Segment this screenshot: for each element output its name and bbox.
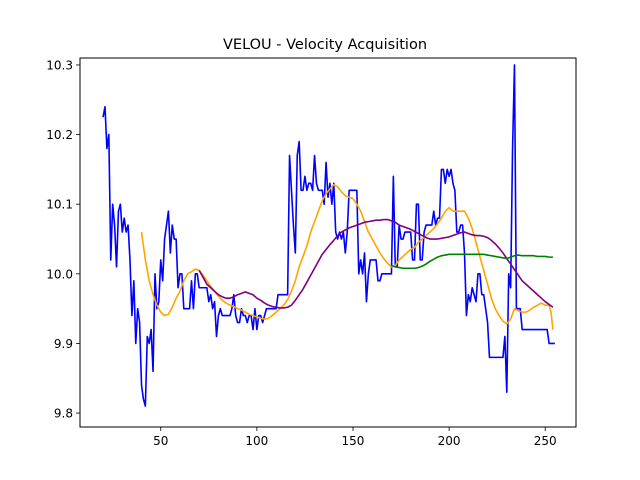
series-line-4 [391, 253, 553, 270]
y-tick-label: 9.9 [54, 337, 73, 351]
y-axis: 9.8 9.9 10.0 10.1 10.2 10.3 [46, 58, 80, 421]
y-tick-label: 10.1 [46, 198, 73, 212]
x-tick-label: 100 [245, 434, 268, 448]
x-tick-label: 50 [153, 434, 168, 448]
y-tick-label: 10.0 [46, 267, 73, 281]
plot-frame [79, 57, 577, 428]
y-tick-label: 9.8 [54, 407, 73, 421]
series-line-2 [140, 183, 554, 330]
y-tick-label: 10.2 [46, 128, 73, 142]
x-tick-label: 200 [438, 434, 461, 448]
series-line-3 [198, 218, 554, 309]
y-tick-label: 10.3 [46, 58, 73, 72]
x-axis: 50 100 150 200 250 [153, 427, 557, 448]
series-layer [102, 64, 555, 407]
chart-title: VELOU - Velocity Acquisition [223, 37, 427, 53]
x-tick-label: 250 [534, 434, 557, 448]
x-tick-label: 150 [342, 434, 365, 448]
